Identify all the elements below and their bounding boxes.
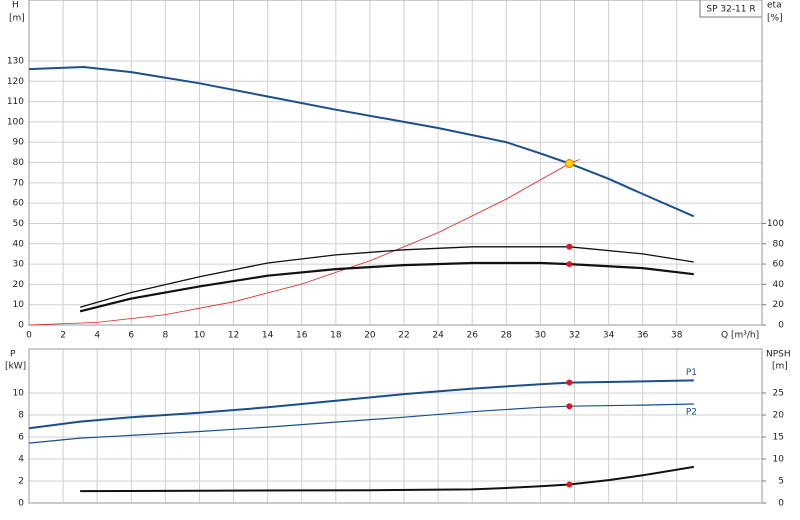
x-tick-label: 14 <box>262 331 274 341</box>
plot-frame <box>28 0 763 326</box>
y-tick-label: 8 <box>18 411 24 421</box>
y2-axis-unit: [m] <box>772 362 788 372</box>
y-tick-label: 40 <box>13 239 25 249</box>
y-tick-label: 30 <box>13 260 25 270</box>
y-tick-label: 20 <box>13 280 25 290</box>
y-tick-label: 2 <box>18 477 24 487</box>
y2-tick-label: 0 <box>778 321 784 331</box>
y-axis-title: H <box>12 1 19 11</box>
y2-tick-label: 100 <box>767 219 784 229</box>
x-tick-label: 4 <box>94 331 100 341</box>
x-tick-label: 28 <box>501 331 513 341</box>
x-tick-label: 12 <box>228 331 239 341</box>
y-tick-label: 120 <box>7 77 24 87</box>
x-tick-label: 16 <box>296 331 308 341</box>
chart-title: SP 32-11 R <box>706 5 755 15</box>
y-tick-label: 80 <box>13 158 25 168</box>
series-line <box>28 379 694 430</box>
y2-tick-label: 5 <box>778 477 784 487</box>
y-tick-label: 130 <box>7 56 24 66</box>
y2-axis-title: NPSH <box>766 350 791 360</box>
y-axis-title: P <box>10 350 16 360</box>
y-axis-unit: [kW] <box>5 362 26 372</box>
y-tick-label: 110 <box>7 97 24 107</box>
x-tick-label: 38 <box>671 331 683 341</box>
y2-tick-label: 20 <box>773 300 785 310</box>
x-tick-label: 8 <box>163 331 169 341</box>
y2-tick-label: 0 <box>778 499 784 509</box>
duty-point <box>566 261 573 268</box>
y-tick-label: 50 <box>13 219 25 229</box>
plot-frame <box>28 348 763 504</box>
plot-area <box>28 348 763 504</box>
series-label: P1 <box>686 368 697 378</box>
x-tick-label: 30 <box>535 331 547 341</box>
duty-point <box>566 481 573 488</box>
series-line <box>28 65 695 218</box>
y-tick-label: 60 <box>13 199 25 209</box>
x-tick-label: 26 <box>466 331 478 341</box>
series-line <box>79 246 694 308</box>
y2-axis-unit: [%] <box>767 14 783 24</box>
y-axis-unit: [m] <box>9 14 25 24</box>
y2-tick-label: 15 <box>773 433 784 443</box>
y-tick-label: 6 <box>18 433 24 443</box>
y2-tick-label: 10 <box>773 455 785 465</box>
x-tick-label: 6 <box>128 331 134 341</box>
y-tick-label: 0 <box>18 499 24 509</box>
x-tick-label: 20 <box>364 331 376 341</box>
x-tick-label: 18 <box>330 331 342 341</box>
y2-axis-title: eta <box>767 1 782 11</box>
x-tick-label: 36 <box>637 331 649 341</box>
x-tick-label: 10 <box>194 331 206 341</box>
y-tick-label: 10 <box>13 389 25 399</box>
x-axis-title: Q [m³/h] <box>721 331 759 341</box>
x-tick-label: 22 <box>398 331 409 341</box>
series-label: P2 <box>686 408 697 418</box>
y2-tick-label: 40 <box>773 280 785 290</box>
duty-point <box>564 159 574 169</box>
x-tick-label: 34 <box>603 331 615 341</box>
y2-tick-label: 80 <box>773 239 785 249</box>
x-tick-label: 2 <box>60 331 66 341</box>
y-tick-label: 90 <box>13 138 25 148</box>
y-tick-label: 100 <box>7 117 24 127</box>
y-tick-label: 10 <box>13 300 25 310</box>
duty-point <box>566 379 573 386</box>
y-tick-label: 0 <box>18 321 24 331</box>
y-tick-label: 4 <box>18 455 24 465</box>
series-line <box>28 159 580 326</box>
y2-tick-label: 60 <box>773 260 785 270</box>
y-tick-label: 70 <box>13 178 25 188</box>
x-tick-label: 0 <box>26 331 32 341</box>
x-tick-label: 24 <box>432 331 444 341</box>
y2-tick-label: 25 <box>773 389 784 399</box>
series-line <box>79 261 694 313</box>
series-line <box>28 403 694 444</box>
x-tick-label: 32 <box>569 331 580 341</box>
duty-point <box>566 403 573 410</box>
y2-tick-label: 20 <box>773 411 785 421</box>
series-line <box>80 465 694 493</box>
duty-point <box>566 243 573 250</box>
